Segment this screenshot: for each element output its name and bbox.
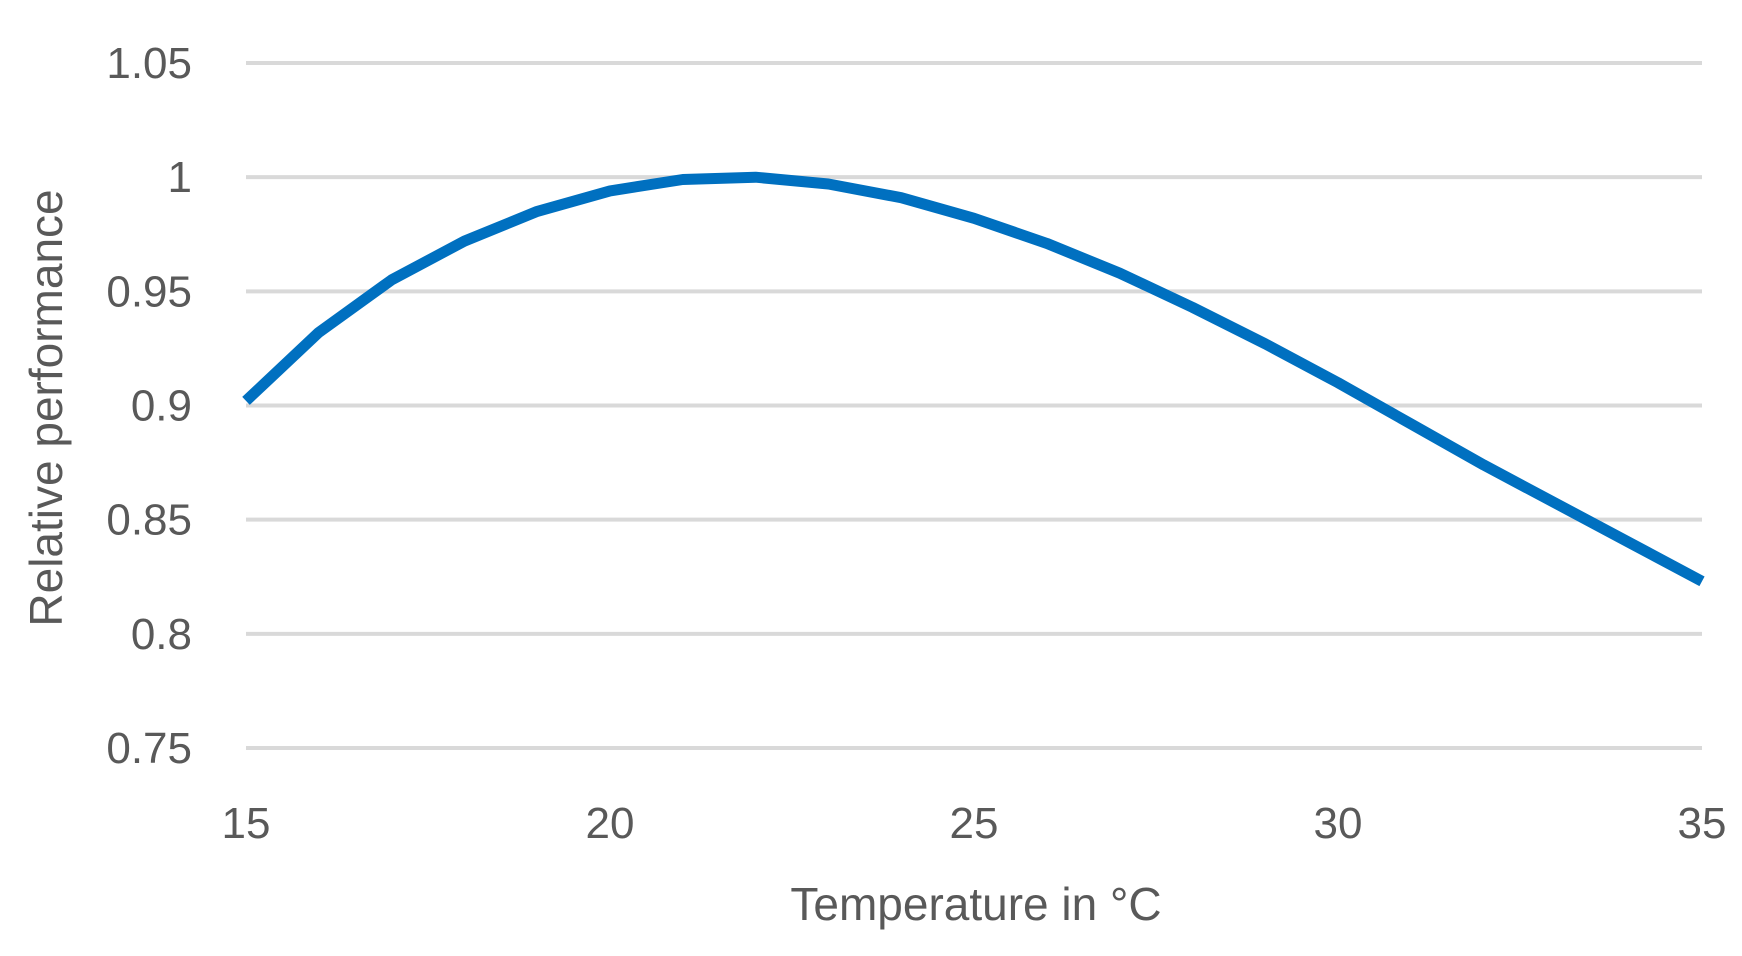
x-tick-label: 25 xyxy=(950,799,999,848)
y-axis-tick-labels: 1.05 1 0.95 0.9 0.85 0.8 0.75 xyxy=(106,39,192,773)
x-tick-label: 35 xyxy=(1678,799,1727,848)
gridlines xyxy=(246,61,1702,750)
series-line-0 xyxy=(242,171,1705,587)
y-tick-label: 0.9 xyxy=(131,382,192,431)
y-tick-label: 1 xyxy=(168,153,192,202)
x-tick-label: 30 xyxy=(1314,799,1363,848)
y-axis-title: Relative performance xyxy=(20,189,72,626)
x-axis-title: Temperature in °C xyxy=(790,878,1161,930)
y-tick-label: 0.85 xyxy=(106,496,192,545)
y-tick-label: 0.75 xyxy=(106,724,192,773)
y-tick-label: 1.05 xyxy=(106,39,192,88)
series-layer xyxy=(242,171,1705,587)
y-tick-label: 0.8 xyxy=(131,610,192,659)
x-tick-label: 15 xyxy=(222,799,271,848)
y-tick-label: 0.95 xyxy=(106,267,192,316)
x-tick-label: 20 xyxy=(586,799,635,848)
x-axis-tick-labels: 15 20 25 30 35 xyxy=(222,799,1727,848)
